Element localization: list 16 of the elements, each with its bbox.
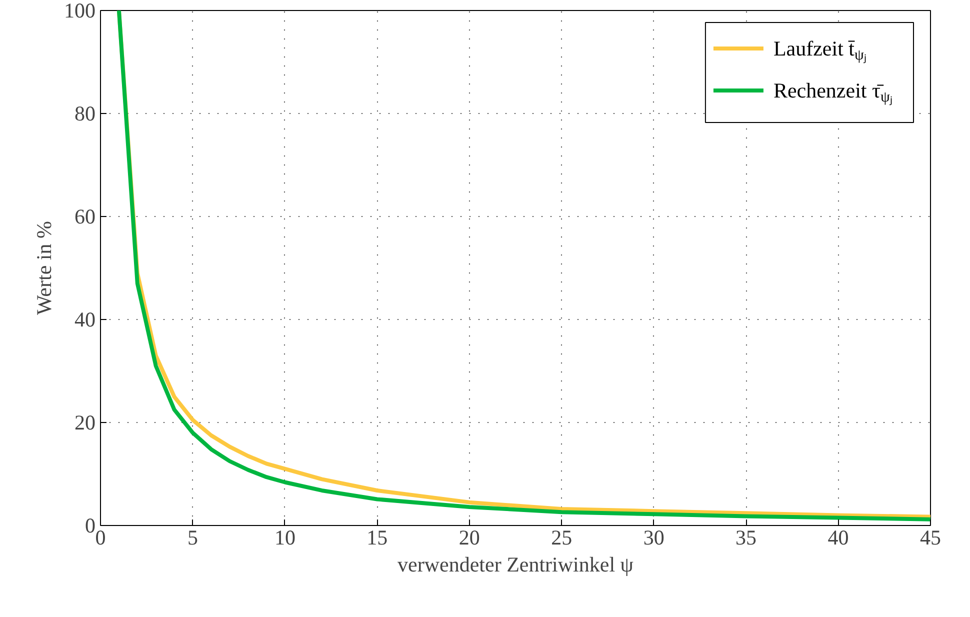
- y-tick-label: 80: [74, 102, 96, 126]
- x-tick-label: 20: [458, 526, 480, 550]
- x-tick-label: 5: [187, 526, 198, 550]
- x-tick-label: 25: [551, 526, 572, 550]
- y-tick-label: 60: [74, 204, 96, 228]
- x-tick-label: 35: [736, 526, 757, 550]
- y-tick-label: 100: [64, 0, 96, 22]
- x-tick-label: 40: [828, 526, 849, 550]
- x-axis-title: verwendeter Zentriwinkel ψ: [398, 552, 634, 576]
- x-tick-label: 30: [643, 526, 664, 550]
- y-tick-label: 40: [74, 308, 96, 332]
- x-tick-label: 10: [274, 526, 296, 550]
- x-tick-label: 45: [920, 526, 941, 550]
- x-tick-label: 15: [366, 526, 388, 550]
- y-tick-label: 20: [74, 410, 96, 434]
- y-axis-title: Werte in %: [32, 221, 56, 315]
